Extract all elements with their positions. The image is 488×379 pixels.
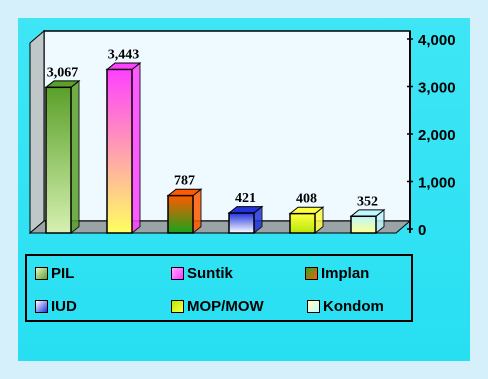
y-tick-label-2000: 2,000 bbox=[418, 127, 456, 144]
legend-item-kondom: Kondom bbox=[307, 297, 384, 315]
data-label-kondom: 352 bbox=[357, 194, 378, 209]
legend-swatch-iud bbox=[35, 299, 48, 313]
legend-label-mop-mow: MOP/MOW bbox=[187, 297, 264, 315]
bar-implan bbox=[167, 194, 194, 234]
y-tick-label-1000: 1,000 bbox=[418, 175, 456, 192]
bar-suntik bbox=[106, 68, 133, 234]
bar-pil bbox=[45, 86, 72, 234]
bar-iud bbox=[228, 212, 255, 234]
data-label-pil: 3,067 bbox=[47, 65, 79, 80]
legend: PIL Suntik Implan IUD MOP/MOW Kondom bbox=[25, 254, 413, 322]
legend-swatch-kondom bbox=[307, 299, 320, 313]
legend-swatch-implan bbox=[305, 266, 318, 280]
legend-item-pil: PIL bbox=[35, 264, 74, 282]
data-label-iud: 421 bbox=[235, 191, 256, 206]
data-label-implan: 787 bbox=[174, 174, 195, 189]
bar-side-suntik bbox=[131, 62, 141, 235]
legend-label-suntik: Suntik bbox=[187, 264, 233, 282]
legend-label-implan: Implan bbox=[321, 264, 370, 282]
bar-side-implan bbox=[192, 188, 202, 235]
legend-label-pil: PIL bbox=[51, 264, 75, 282]
y-tick-label-0: 0 bbox=[418, 222, 426, 239]
data-label-mop-mow: 408 bbox=[296, 192, 317, 207]
back-wall bbox=[43, 30, 411, 222]
legend-swatch-suntik bbox=[171, 266, 184, 280]
legend-item-iud: IUD bbox=[35, 297, 77, 315]
legend-item-mop-mow: MOP/MOW bbox=[171, 297, 264, 315]
legend-swatch-mop-mow bbox=[171, 299, 184, 313]
y-tick-label-3000: 3,000 bbox=[418, 80, 456, 97]
bar-kondom bbox=[350, 215, 377, 234]
side-wall bbox=[29, 29, 45, 235]
legend-swatch-pil bbox=[35, 266, 48, 280]
bar-side-pil bbox=[70, 79, 80, 235]
y-tick-label-4000: 4,000 bbox=[418, 32, 456, 49]
bar-mop-mow bbox=[289, 212, 316, 234]
legend-item-implan: Implan bbox=[305, 264, 369, 282]
legend-label-iud: IUD bbox=[51, 297, 77, 315]
legend-label-kondom: Kondom bbox=[323, 297, 384, 315]
data-label-suntik: 3,443 bbox=[108, 47, 140, 62]
legend-item-suntik: Suntik bbox=[171, 264, 233, 282]
